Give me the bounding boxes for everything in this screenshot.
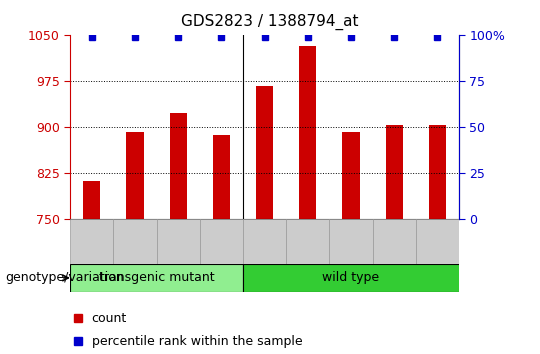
- Text: count: count: [92, 312, 127, 325]
- Bar: [416, 219, 459, 264]
- Bar: [113, 219, 157, 264]
- Bar: [243, 264, 481, 292]
- Bar: [329, 219, 373, 264]
- Text: wild type: wild type: [322, 272, 380, 284]
- Bar: [286, 219, 329, 264]
- Text: GDS2823 / 1388794_at: GDS2823 / 1388794_at: [181, 14, 359, 30]
- Bar: [256, 86, 273, 219]
- Bar: [170, 113, 187, 219]
- Bar: [243, 219, 286, 264]
- Bar: [70, 264, 243, 292]
- Bar: [126, 132, 144, 219]
- Bar: [373, 219, 416, 264]
- Text: percentile rank within the sample: percentile rank within the sample: [92, 335, 302, 348]
- Bar: [70, 219, 113, 264]
- Bar: [386, 125, 403, 219]
- Bar: [157, 219, 200, 264]
- Bar: [213, 136, 230, 219]
- Bar: [200, 219, 243, 264]
- Text: genotype/variation: genotype/variation: [5, 272, 124, 284]
- Bar: [83, 181, 100, 219]
- Bar: [342, 132, 360, 219]
- Bar: [429, 125, 446, 219]
- Text: transgenic mutant: transgenic mutant: [99, 272, 214, 284]
- Bar: [299, 46, 316, 219]
